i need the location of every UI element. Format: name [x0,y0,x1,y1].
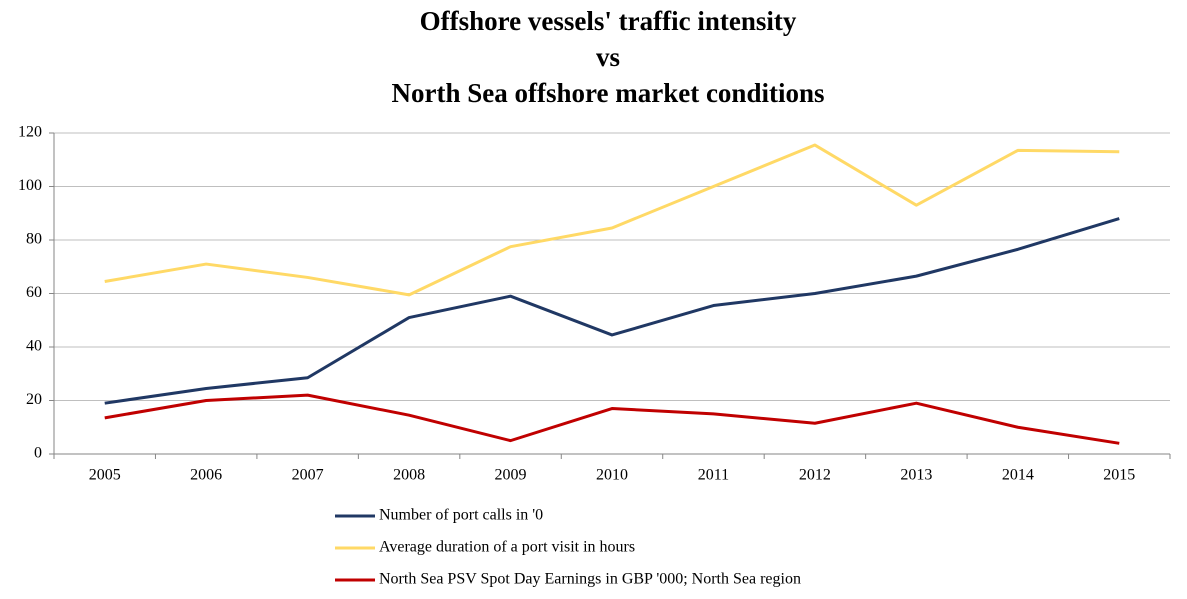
y-tick-label: 100 [18,177,42,194]
series-line [104,217,1120,405]
x-tick-label: 2015 [1103,467,1135,484]
y-tick-label: 120 [18,124,42,141]
x-tick-label: 2013 [900,467,932,484]
x-tick-label: 2005 [89,467,121,484]
x-tick-label: 2007 [292,467,324,484]
series-line [104,393,1120,445]
y-tick-label: 80 [26,231,42,248]
x-tick-label: 2014 [1002,467,1034,484]
chart-title: North Sea offshore market conditions [392,78,825,108]
x-tick-label: 2010 [596,467,628,484]
x-tick-label: 2012 [799,467,831,484]
legend-label: North Sea PSV Spot Day Earnings in GBP '… [379,571,801,588]
legend-label: Average duration of a port visit in hour… [379,539,635,556]
x-tick-label: 2011 [698,467,729,484]
legend-label: Number of port calls in '0 [379,507,543,524]
y-tick-label: 0 [34,445,42,462]
y-tick-label: 20 [26,391,42,408]
y-tick-label: 60 [26,284,42,301]
chart-title: vs [596,42,620,72]
y-tick-label: 40 [26,338,42,355]
x-tick-label: 2009 [495,467,527,484]
x-tick-label: 2006 [190,467,222,484]
series-line [104,143,1120,297]
x-tick-label: 2008 [393,467,425,484]
chart-title: Offshore vessels' traffic intensity [420,6,797,36]
